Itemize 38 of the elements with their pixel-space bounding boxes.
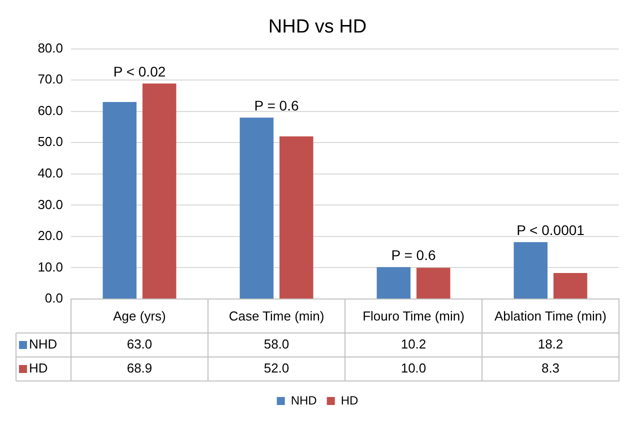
annotation: P = 0.6 [254, 97, 299, 114]
legend-label: HD [340, 393, 358, 408]
x-tick-label: Age (yrs) [113, 308, 166, 324]
bar [102, 102, 137, 298]
bar [240, 118, 274, 298]
annotation: P = 0.6 [391, 246, 436, 263]
data-label: 8.3 [541, 360, 560, 376]
data-label: 68.9 [126, 360, 152, 376]
y-tick-label: 80.0 [38, 40, 63, 56]
data-label: 18.2 [538, 336, 564, 352]
y-tick-label: 20.0 [38, 228, 63, 244]
bar [416, 268, 450, 298]
data-label: 10.0 [400, 360, 426, 376]
bar [376, 267, 411, 298]
annotation: P < 0.0001 [516, 222, 585, 238]
data-label: 52.0 [264, 360, 290, 376]
y-tick-label: 60.0 [38, 102, 63, 118]
y-tick-label: 10.0 [38, 259, 63, 274]
text: HD [29, 360, 48, 376]
bar [279, 136, 314, 298]
y-tick-label: 50.0 [38, 134, 63, 150]
bar [514, 242, 548, 298]
y-tick-label: 30.0 [38, 196, 63, 212]
data-label: 10.2 [400, 336, 426, 352]
bar [553, 273, 588, 298]
y-tick-label: 70.0 [38, 72, 63, 87]
y-tick-label: 0.0 [44, 290, 63, 306]
x-tick-label: Case Time (min) [228, 308, 324, 324]
text: NHD [290, 393, 317, 408]
x-tick-label: Flouro Time (min) [362, 308, 464, 324]
x-tick-label: Ablation Time (min) [494, 308, 606, 324]
bar [142, 84, 176, 298]
y-tick-label: 40.0 [38, 165, 63, 180]
chart-title: NHD vs HD [268, 16, 367, 38]
annotation: P < 0.02 [113, 63, 166, 80]
data-label: 58.0 [264, 336, 290, 352]
data-label: 63.0 [126, 336, 152, 352]
legend-label: NHD [29, 336, 58, 352]
